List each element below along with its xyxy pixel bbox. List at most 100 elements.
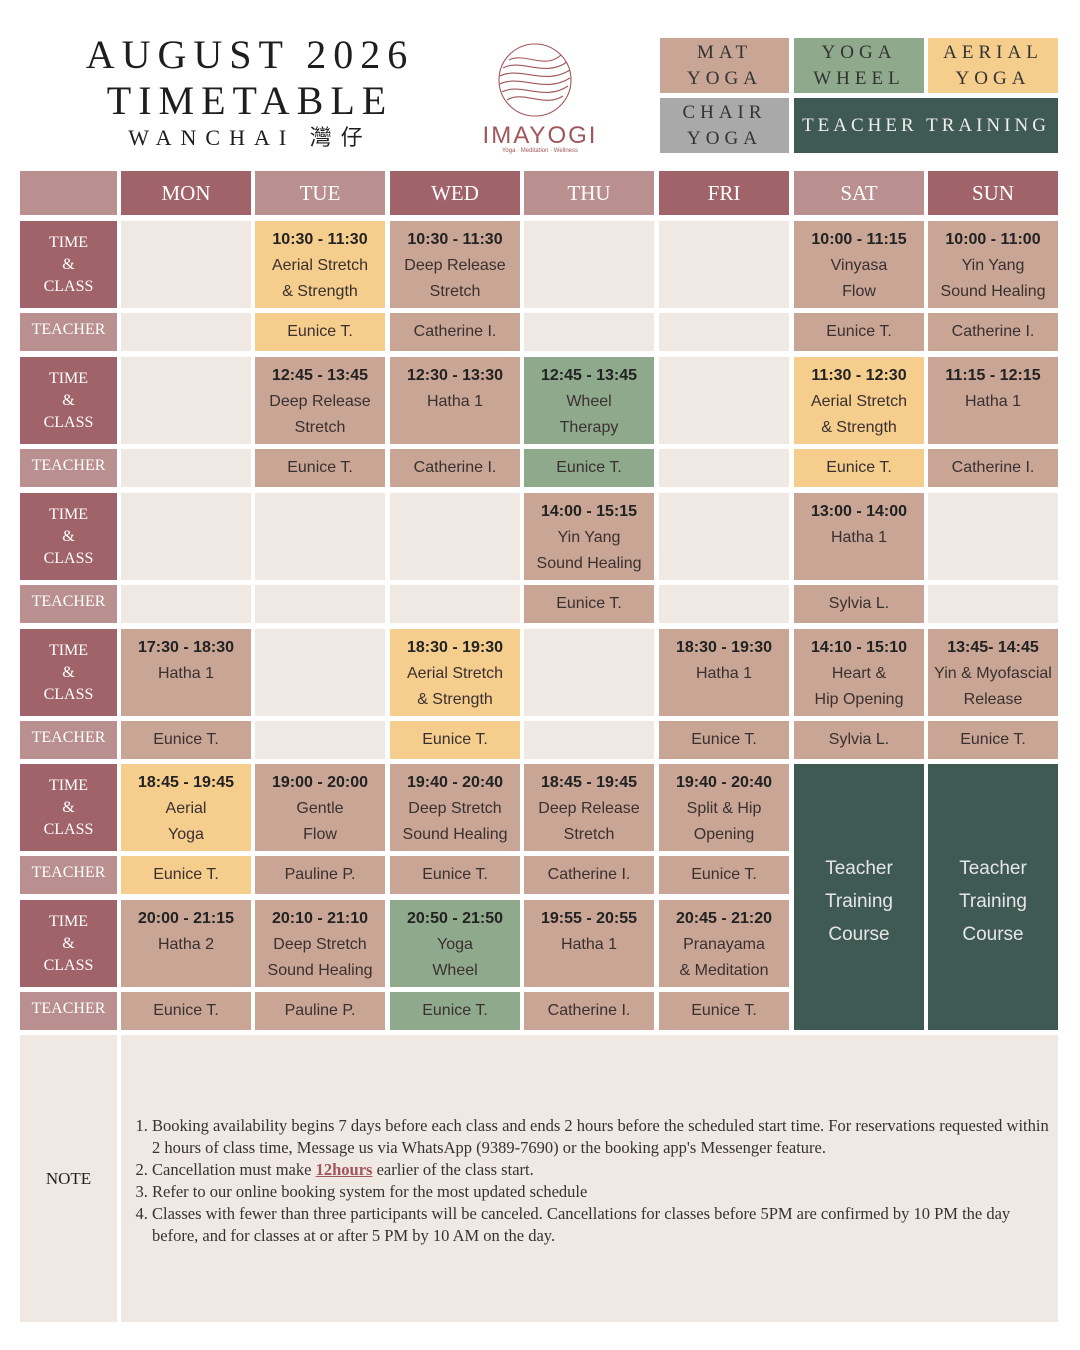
class-cell: 14:10 - 15:10 Heart & Hip Opening: [794, 629, 924, 716]
row-label: TIME & CLASS: [20, 629, 117, 716]
note-list: Booking availability begins 7 days befor…: [135, 1115, 1058, 1247]
teacher-name: Eunice T.: [826, 459, 892, 476]
class-name: Deep Release: [269, 393, 371, 410]
teacher-cell: Eunice T.: [390, 992, 520, 1030]
class-name: Yin & Myofascial: [934, 665, 1052, 682]
legend-label: YOGA: [955, 67, 1031, 89]
teacher-name: Eunice T.: [287, 459, 353, 476]
row-label-text: CLASS: [43, 413, 94, 431]
class-time: 14:00 - 15:15: [540, 503, 638, 520]
class-name: & Meditation: [679, 962, 769, 979]
teacher-training-block: Teacher Training Course: [794, 764, 924, 1030]
class-name: & Strength: [282, 283, 358, 300]
row-label-text: CLASS: [43, 820, 94, 838]
row-label: TEACHER: [20, 449, 117, 487]
row-label-text: TEACHER: [31, 1000, 106, 1017]
teacher-cell: [121, 313, 251, 351]
class-cell: 10:00 - 11:00 Yin Yang Sound Healing: [928, 221, 1058, 308]
teacher-cell: [255, 721, 385, 759]
row-label-text: TEACHER: [31, 729, 106, 746]
class-name: Yin Yang: [961, 257, 1025, 274]
row-label-text: &: [62, 663, 75, 681]
teacher-cell: Catherine I.: [390, 449, 520, 487]
day-header: SUN: [928, 171, 1058, 215]
class-time: 20:45 - 21:20: [675, 910, 773, 927]
class-time: 14:10 - 15:10: [810, 639, 908, 656]
training-text: Training: [825, 891, 893, 912]
class-name: Wheel: [566, 393, 612, 410]
teacher-name: Catherine I.: [413, 459, 497, 476]
class-name: Split & Hip: [686, 800, 762, 817]
class-time: 12:45 - 13:45: [271, 367, 369, 384]
legend-item: YOGA WHEEL: [794, 38, 924, 93]
class-cell: [659, 357, 789, 444]
class-name: Yoga: [437, 936, 473, 953]
row-label-text: TIME: [48, 776, 89, 794]
legend-item: AERIAL YOGA: [928, 38, 1058, 93]
teacher-cell: [390, 585, 520, 623]
class-name: Sound Healing: [940, 283, 1046, 300]
class-name: Sound Healing: [536, 555, 642, 572]
row-label-text: CLASS: [43, 956, 94, 974]
teacher-cell: Eunice T.: [659, 721, 789, 759]
row-label: TEACHER: [20, 313, 117, 351]
class-cell: 12:45 - 13:45 Deep Release Stretch: [255, 357, 385, 444]
class-time: 10:00 - 11:00: [945, 231, 1041, 248]
teacher-cell: Catherine I.: [524, 856, 654, 894]
class-cell: 17:30 - 18:30 Hatha 1: [121, 629, 251, 716]
row-label: TEACHER: [20, 585, 117, 623]
note-item: Classes with fewer than three participan…: [152, 1203, 1058, 1247]
teacher-cell: Eunice T.: [659, 992, 789, 1030]
teacher-cell: Pauline P.: [255, 992, 385, 1030]
row-label-text: &: [62, 255, 75, 273]
teacher-cell: Eunice T.: [928, 721, 1058, 759]
row-label-text: TIME: [48, 912, 89, 930]
class-time: 11:15 - 12:15: [945, 367, 1041, 384]
class-time: 20:00 - 21:15: [137, 910, 235, 927]
class-cell: [524, 221, 654, 308]
row-label: TIME & CLASS: [20, 357, 117, 444]
class-name: Stretch: [429, 283, 481, 300]
title-line: TIMETABLE: [106, 78, 394, 123]
legend-label: YOGA: [687, 127, 762, 149]
note-link[interactable]: 12hours: [315, 1159, 373, 1179]
day-label: WED: [431, 180, 479, 205]
teacher-name: Eunice T.: [153, 1002, 219, 1019]
row-label-text: TEACHER: [31, 864, 106, 881]
teacher-cell: Catherine I.: [928, 449, 1058, 487]
legend-label: CHAIR: [682, 101, 767, 123]
teacher-training-block: Teacher Training Course: [928, 764, 1058, 1030]
class-cell: [121, 357, 251, 444]
class-name: Yin Yang: [557, 529, 621, 546]
row-label-text: TIME: [48, 641, 89, 659]
training-text: Teacher: [825, 858, 893, 879]
class-name: Heart &: [831, 665, 887, 682]
row-label-text: TIME: [48, 369, 89, 387]
teacher-name: Eunice T.: [556, 459, 622, 476]
class-cell: 20:50 - 21:50 Yoga Wheel: [390, 900, 520, 987]
class-name: Hatha 2: [157, 936, 215, 953]
class-time: 13:00 - 14:00: [810, 503, 908, 520]
class-name: Hatha 1: [426, 393, 484, 410]
teacher-name: Eunice T.: [153, 866, 219, 883]
day-label: MON: [161, 180, 211, 205]
teacher-name: Catherine I.: [951, 323, 1035, 340]
day-label: THU: [567, 180, 611, 205]
teacher-name: Catherine I.: [547, 1002, 631, 1019]
teacher-name: Eunice T.: [153, 731, 219, 748]
class-name: Deep Release: [538, 800, 640, 817]
class-name: Opening: [693, 826, 755, 843]
teacher-name: Eunice T.: [422, 731, 488, 748]
class-name: Wheel: [432, 962, 478, 979]
day-header: TUE: [255, 171, 385, 215]
class-name: Aerial Stretch: [271, 257, 369, 274]
class-name: & Strength: [417, 691, 493, 708]
row-label-text: CLASS: [43, 277, 94, 295]
legend-label: MAT: [696, 41, 753, 63]
legend-label: WHEEL: [813, 67, 905, 89]
class-cell: [121, 221, 251, 308]
training-text: Training: [959, 891, 1027, 912]
teacher-cell: [659, 449, 789, 487]
class-cell: 12:30 - 13:30 Hatha 1: [390, 357, 520, 444]
